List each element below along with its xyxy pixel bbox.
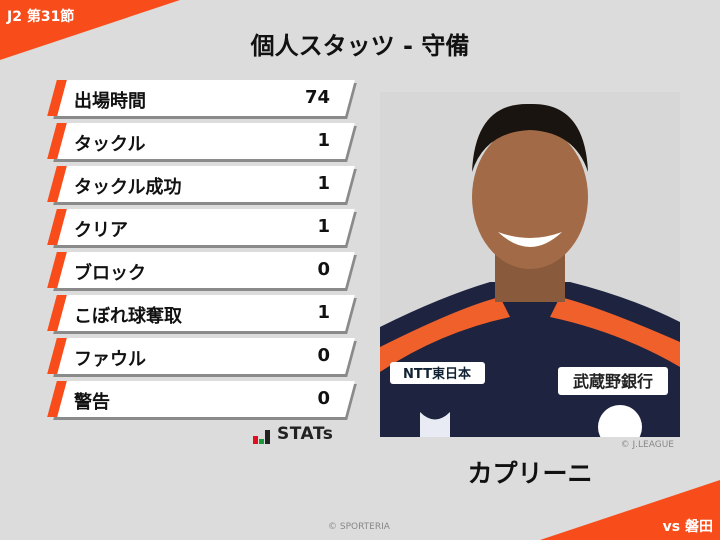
sporteria-credit: © SPORTERIA: [328, 522, 390, 532]
stat-row: クリア 1: [47, 209, 357, 248]
stat-label: 警告: [74, 392, 110, 413]
stat-label: クリア: [74, 220, 128, 241]
stat-value: 1: [317, 216, 330, 237]
stat-label: こぼれ球奪取: [74, 306, 182, 327]
stat-row: 出場時間 74: [47, 80, 357, 119]
stat-row: タックル 1: [47, 123, 357, 162]
stats-logo-text: STATs: [277, 424, 334, 444]
stat-value: 0: [317, 345, 330, 366]
photo-credit: © J.LEAGUE: [620, 440, 674, 450]
stat-row: こぼれ球奪取 1: [47, 295, 357, 334]
stat-label: タックル: [74, 134, 146, 155]
stat-value: 74: [304, 87, 330, 108]
opponent-label: vs 磐田: [662, 519, 713, 535]
stat-row: タックル成功 1: [47, 166, 357, 205]
stat-label: ブロック: [74, 263, 146, 284]
stat-value: 1: [317, 173, 330, 194]
bar-chart-icon: [253, 430, 270, 444]
stat-row: 警告 0: [47, 381, 357, 420]
stat-label: タックル成功: [74, 177, 182, 198]
sponsor-left: NTT東日本: [403, 366, 471, 382]
stat-value: 1: [317, 130, 330, 151]
stat-row: ブロック 0: [47, 252, 357, 291]
stat-label: 出場時間: [74, 91, 146, 112]
player-name: カプリーニ: [467, 459, 593, 488]
stat-value: 1: [317, 302, 330, 323]
stats-logo: STATs: [253, 424, 333, 444]
stat-value: 0: [317, 259, 330, 280]
page-title: 個人スタッツ - 守備: [250, 32, 470, 60]
stat-row: ファウル 0: [47, 338, 357, 377]
player-photo: NTT東日本 武蔵野銀行: [380, 92, 680, 437]
stat-value: 0: [317, 388, 330, 409]
round-label: J2 第31節: [7, 9, 75, 25]
stat-label: ファウル: [74, 349, 146, 370]
sponsor-right: 武蔵野銀行: [573, 372, 653, 391]
